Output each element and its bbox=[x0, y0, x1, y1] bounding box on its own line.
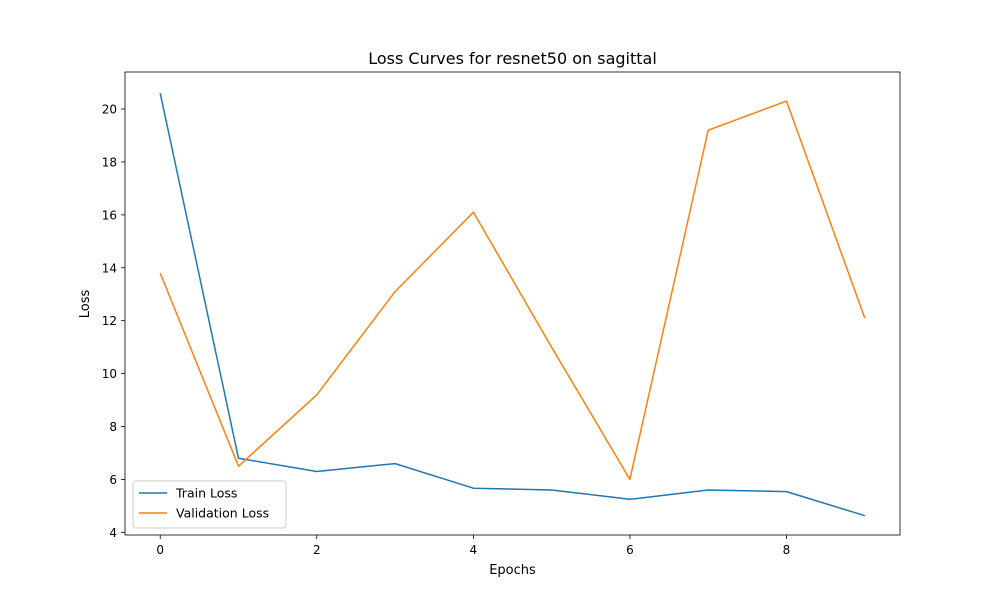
series-line-validation-loss bbox=[159, 100, 866, 481]
legend: Train Loss Validation Loss bbox=[132, 480, 287, 529]
y-tick-label: 16 bbox=[102, 208, 117, 222]
y-tick-label: 6 bbox=[109, 473, 117, 487]
y-tick-label: 18 bbox=[102, 155, 117, 169]
y-tick-label: 10 bbox=[102, 367, 117, 381]
legend-entry-label: Validation Loss bbox=[176, 506, 269, 521]
plot-frame bbox=[124, 71, 901, 536]
chart-title: Loss Curves for resnet50 on sagittal bbox=[368, 49, 657, 68]
x-axis-label: Epochs bbox=[489, 563, 536, 578]
y-axis-label: Loss bbox=[78, 290, 93, 319]
y-tick-label: 4 bbox=[109, 526, 117, 540]
x-tick-label: 4 bbox=[470, 543, 478, 557]
y-tick-label: 14 bbox=[102, 261, 117, 275]
x-tick-label: 2 bbox=[313, 543, 321, 557]
y-tick-label: 12 bbox=[102, 314, 117, 328]
y-tick-label: 8 bbox=[109, 420, 117, 434]
x-tick-label: 6 bbox=[626, 543, 634, 557]
plot-area: 0 2 4 6 8 4 6 8 10 12 14 16 18 20 bbox=[102, 71, 901, 557]
legend-entry-label: Train Loss bbox=[175, 486, 237, 501]
y-tick-label: 20 bbox=[102, 103, 117, 117]
x-tick-label: 8 bbox=[783, 543, 791, 557]
series-line-train-loss bbox=[159, 93, 866, 517]
x-tick-label: 0 bbox=[156, 543, 164, 557]
legend-box bbox=[132, 480, 287, 529]
